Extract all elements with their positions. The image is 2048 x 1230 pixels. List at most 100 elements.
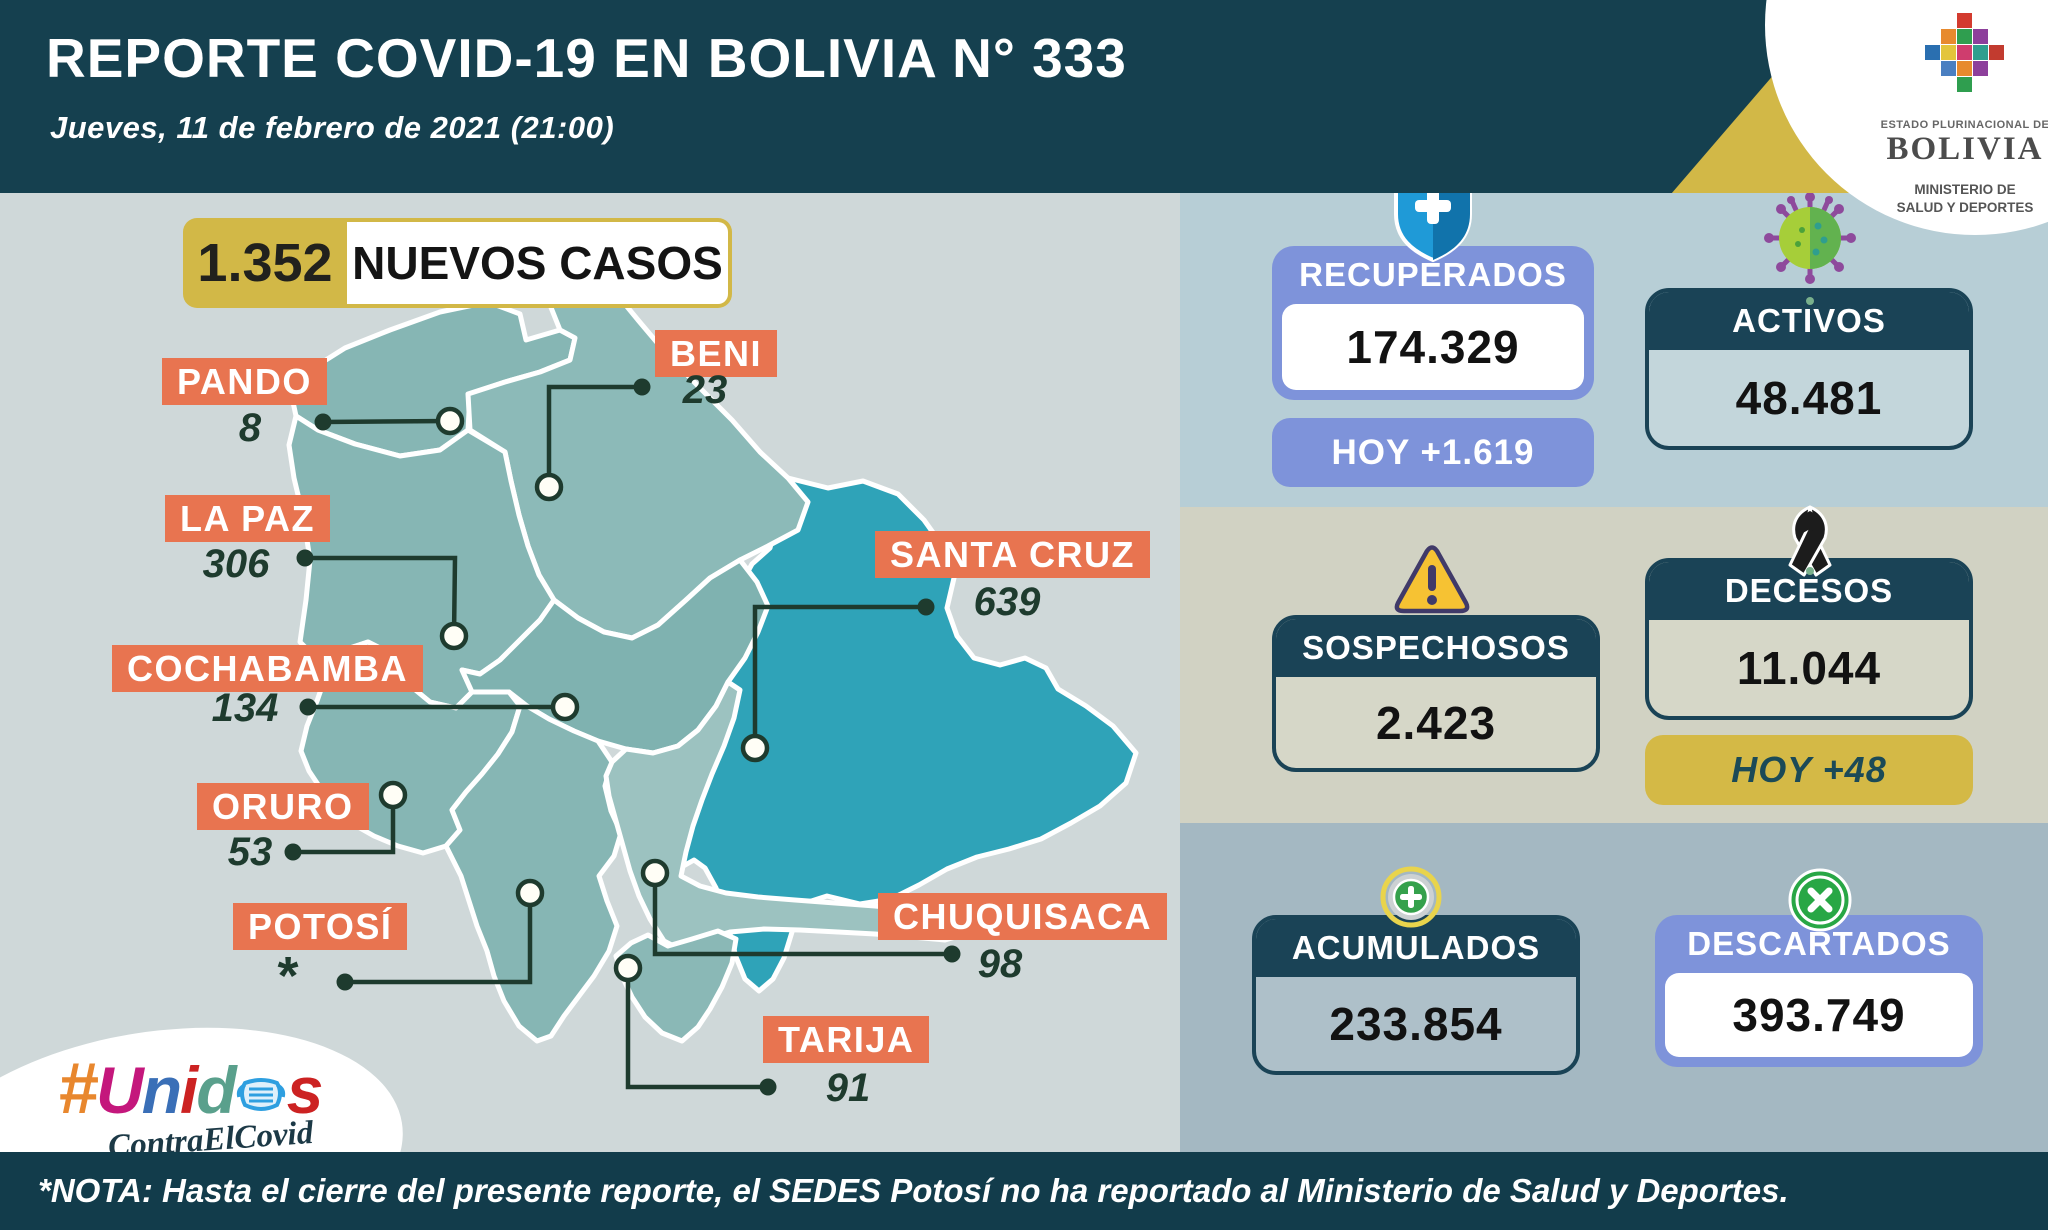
emblem-tile xyxy=(1957,77,1972,92)
dept-value-beni: 23 xyxy=(682,368,728,412)
recuperados-value: 174.329 xyxy=(1282,304,1584,390)
dept-label-potosi: POTOSÍ xyxy=(233,903,408,951)
label-dot-potosi xyxy=(336,973,354,991)
leader-beni xyxy=(546,384,642,487)
x-circle-icon xyxy=(1788,868,1852,932)
acumulados-value: 233.854 xyxy=(1329,998,1503,1050)
decesos-card: DECESOS 11.044 xyxy=(1645,558,1973,720)
dept-label-santa-cruz: SANTA CRUZ xyxy=(875,531,1150,579)
dept-label-chuquisaca: CHUQUISACA xyxy=(878,893,1168,941)
page-title: REPORTE COVID-19 EN BOLIVIA N° 333 xyxy=(46,27,1127,89)
map-dot-potosi xyxy=(515,878,545,908)
dept-value-chuquisaca: 98 xyxy=(977,942,1023,986)
new-cases-value: 1.352 xyxy=(183,218,347,308)
label-dot-chuquisaca xyxy=(943,945,961,963)
mask-icon xyxy=(236,1078,285,1111)
leader-chuquisaca xyxy=(652,873,952,957)
label-dot-pando xyxy=(314,413,332,431)
dept-label-la-paz: LA PAZ xyxy=(165,495,330,543)
decesos-label: DECESOS xyxy=(1649,562,1969,620)
decesos-pin-dot xyxy=(1806,567,1814,575)
dept-value-tarija: 91 xyxy=(825,1066,871,1110)
dept-label-oruro: ORURO xyxy=(197,783,369,831)
emblem-tile xyxy=(1973,61,1988,76)
new-cases-label: NUEVOS CASOS xyxy=(347,218,732,308)
map-dot-santa-cruz xyxy=(740,733,770,763)
label-dot-oruro xyxy=(284,843,302,861)
dept-label-tarija: TARIJA xyxy=(763,1016,930,1064)
plus-circle-icon xyxy=(1380,866,1442,928)
dept-value-la-paz: 306 xyxy=(202,542,270,586)
recuperados-card: RECUPERADOS 174.329 xyxy=(1272,246,1594,400)
emblem-tile xyxy=(1989,45,2004,60)
leader-oruro xyxy=(293,795,396,855)
logo-state-line: ESTADO PLURINACIONAL DE xyxy=(1880,119,2048,131)
dept-tarija xyxy=(613,928,739,1044)
leader-pando xyxy=(322,418,451,425)
activos-card: ACTIVOS 48.481 xyxy=(1645,288,1973,450)
logo-country-name: BOLIVIA xyxy=(1886,131,2044,167)
leader-potosi xyxy=(345,893,533,985)
emblem-tile xyxy=(1957,45,1972,60)
recuperados-label: RECUPERADOS xyxy=(1299,256,1567,293)
dept-value-oruro: 53 xyxy=(227,830,273,874)
dept-value-cochabamba: 134 xyxy=(211,686,279,730)
hashtag: # xyxy=(58,1049,98,1129)
emblem-tile xyxy=(1973,29,1988,44)
acumulados-card: ACUMULADOS 233.854 xyxy=(1252,915,1580,1075)
emblem-tile xyxy=(1957,13,1972,28)
emblem-tile xyxy=(1941,45,1956,60)
bolivia-emblem-icon xyxy=(1925,13,2005,93)
dept-value-santa-cruz: 639 xyxy=(973,580,1041,624)
emblem-tile xyxy=(1957,29,1972,44)
acumulados-label: ACUMULADOS xyxy=(1256,919,1576,977)
label-dot-santa-cruz xyxy=(917,598,935,616)
emblem-tile xyxy=(1941,29,1956,44)
report-date: Jueves, 11 de febrero de 2021 (21:00) xyxy=(50,110,615,145)
unidos-logo: #Unid s xyxy=(58,1049,323,1129)
emblem-tile xyxy=(1925,45,1940,60)
ribbon-icon xyxy=(1788,505,1832,577)
map-dot-la-paz xyxy=(439,621,469,651)
label-dot-la-paz xyxy=(296,549,314,567)
map-dot-tarija xyxy=(613,953,643,983)
recuperados-today-badge: HOY +1.619 xyxy=(1272,418,1594,487)
emblem-tile xyxy=(1973,45,1988,60)
dept-label-pando: PANDO xyxy=(162,358,327,406)
dept-value-potosi: * xyxy=(277,946,299,1006)
footnote: *NOTA: Hasta el cierre del presente repo… xyxy=(38,1172,1789,1209)
sospechosos-label: SOSPECHOSOS xyxy=(1276,619,1596,677)
decesos-value: 11.044 xyxy=(1736,642,1882,694)
activos-value: 48.481 xyxy=(1735,372,1883,424)
sospechosos-value: 2.423 xyxy=(1375,696,1497,749)
dept-value-pando: 8 xyxy=(238,406,262,450)
label-dot-cochabamba xyxy=(299,698,317,716)
map-dot-oruro xyxy=(378,780,408,810)
map-dot-beni xyxy=(534,472,564,502)
activos-pin-dot xyxy=(1806,297,1814,305)
descartados-card: DESCARTADOS 393.749 xyxy=(1655,915,1983,1067)
emblem-tile xyxy=(1957,61,1972,76)
leader-tarija xyxy=(625,968,768,1090)
label-dot-beni xyxy=(633,378,651,396)
sospechosos-card: SOSPECHOSOS 2.423 xyxy=(1272,615,1600,772)
logo-ministry: MINISTERIO DE SALUD Y DEPORTES xyxy=(1896,182,2034,215)
warning-icon xyxy=(1394,545,1470,614)
emblem-tile xyxy=(1941,61,1956,76)
virus-icon xyxy=(1764,192,1856,284)
map-dot-pando xyxy=(435,406,465,436)
map-dot-chuquisaca xyxy=(640,858,670,888)
ministry-logo-circle: ESTADO PLURINACIONAL DE BOLIVIA MINISTER… xyxy=(1765,0,2048,235)
descartados-value: 393.749 xyxy=(1665,973,1973,1057)
header-bar: REPORTE COVID-19 EN BOLIVIA N° 333 Jueve… xyxy=(0,0,2048,193)
leader-santa-cruz xyxy=(752,604,926,748)
map-dot-cochabamba xyxy=(550,692,580,722)
leader-la-paz xyxy=(305,555,458,637)
dept-label-beni: BENI xyxy=(655,330,778,378)
label-dot-tarija xyxy=(759,1078,777,1096)
decesos-today-badge: HOY +48 xyxy=(1645,735,1973,805)
footer-bar: *NOTA: Hasta el cierre del presente repo… xyxy=(0,1152,2048,1230)
dept-label-cochabamba: COCHABAMBA xyxy=(112,645,423,693)
